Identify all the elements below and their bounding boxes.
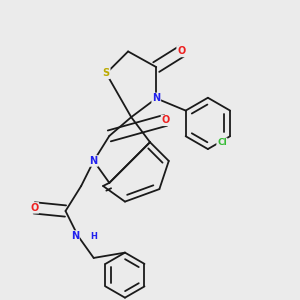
Text: S: S [103, 68, 110, 78]
Text: O: O [161, 115, 170, 125]
Text: N: N [90, 156, 98, 166]
Text: Cl: Cl [217, 138, 227, 147]
Text: N: N [152, 93, 160, 103]
Text: O: O [177, 46, 185, 56]
Text: H: H [90, 232, 97, 242]
Text: N: N [71, 231, 79, 241]
Text: O: O [30, 203, 38, 213]
